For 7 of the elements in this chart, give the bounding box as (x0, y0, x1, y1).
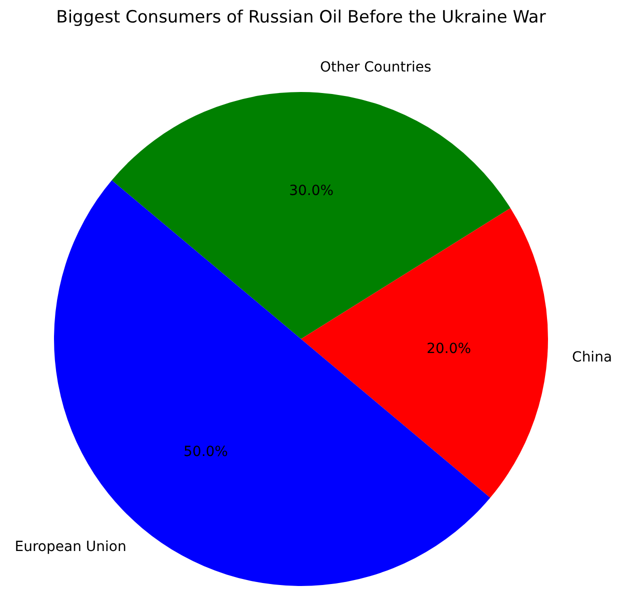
slice-label: Other Countries (320, 60, 432, 76)
data-label: 30.0% (289, 182, 334, 199)
chart-title: Biggest Consumers of Russian Oil Before the Ukraine War (56, 7, 546, 28)
data-label: 50.0% (183, 444, 228, 460)
data-label: 20.0% (426, 340, 472, 357)
slice-label: China (572, 350, 612, 366)
slice-label: European Union (14, 538, 126, 555)
